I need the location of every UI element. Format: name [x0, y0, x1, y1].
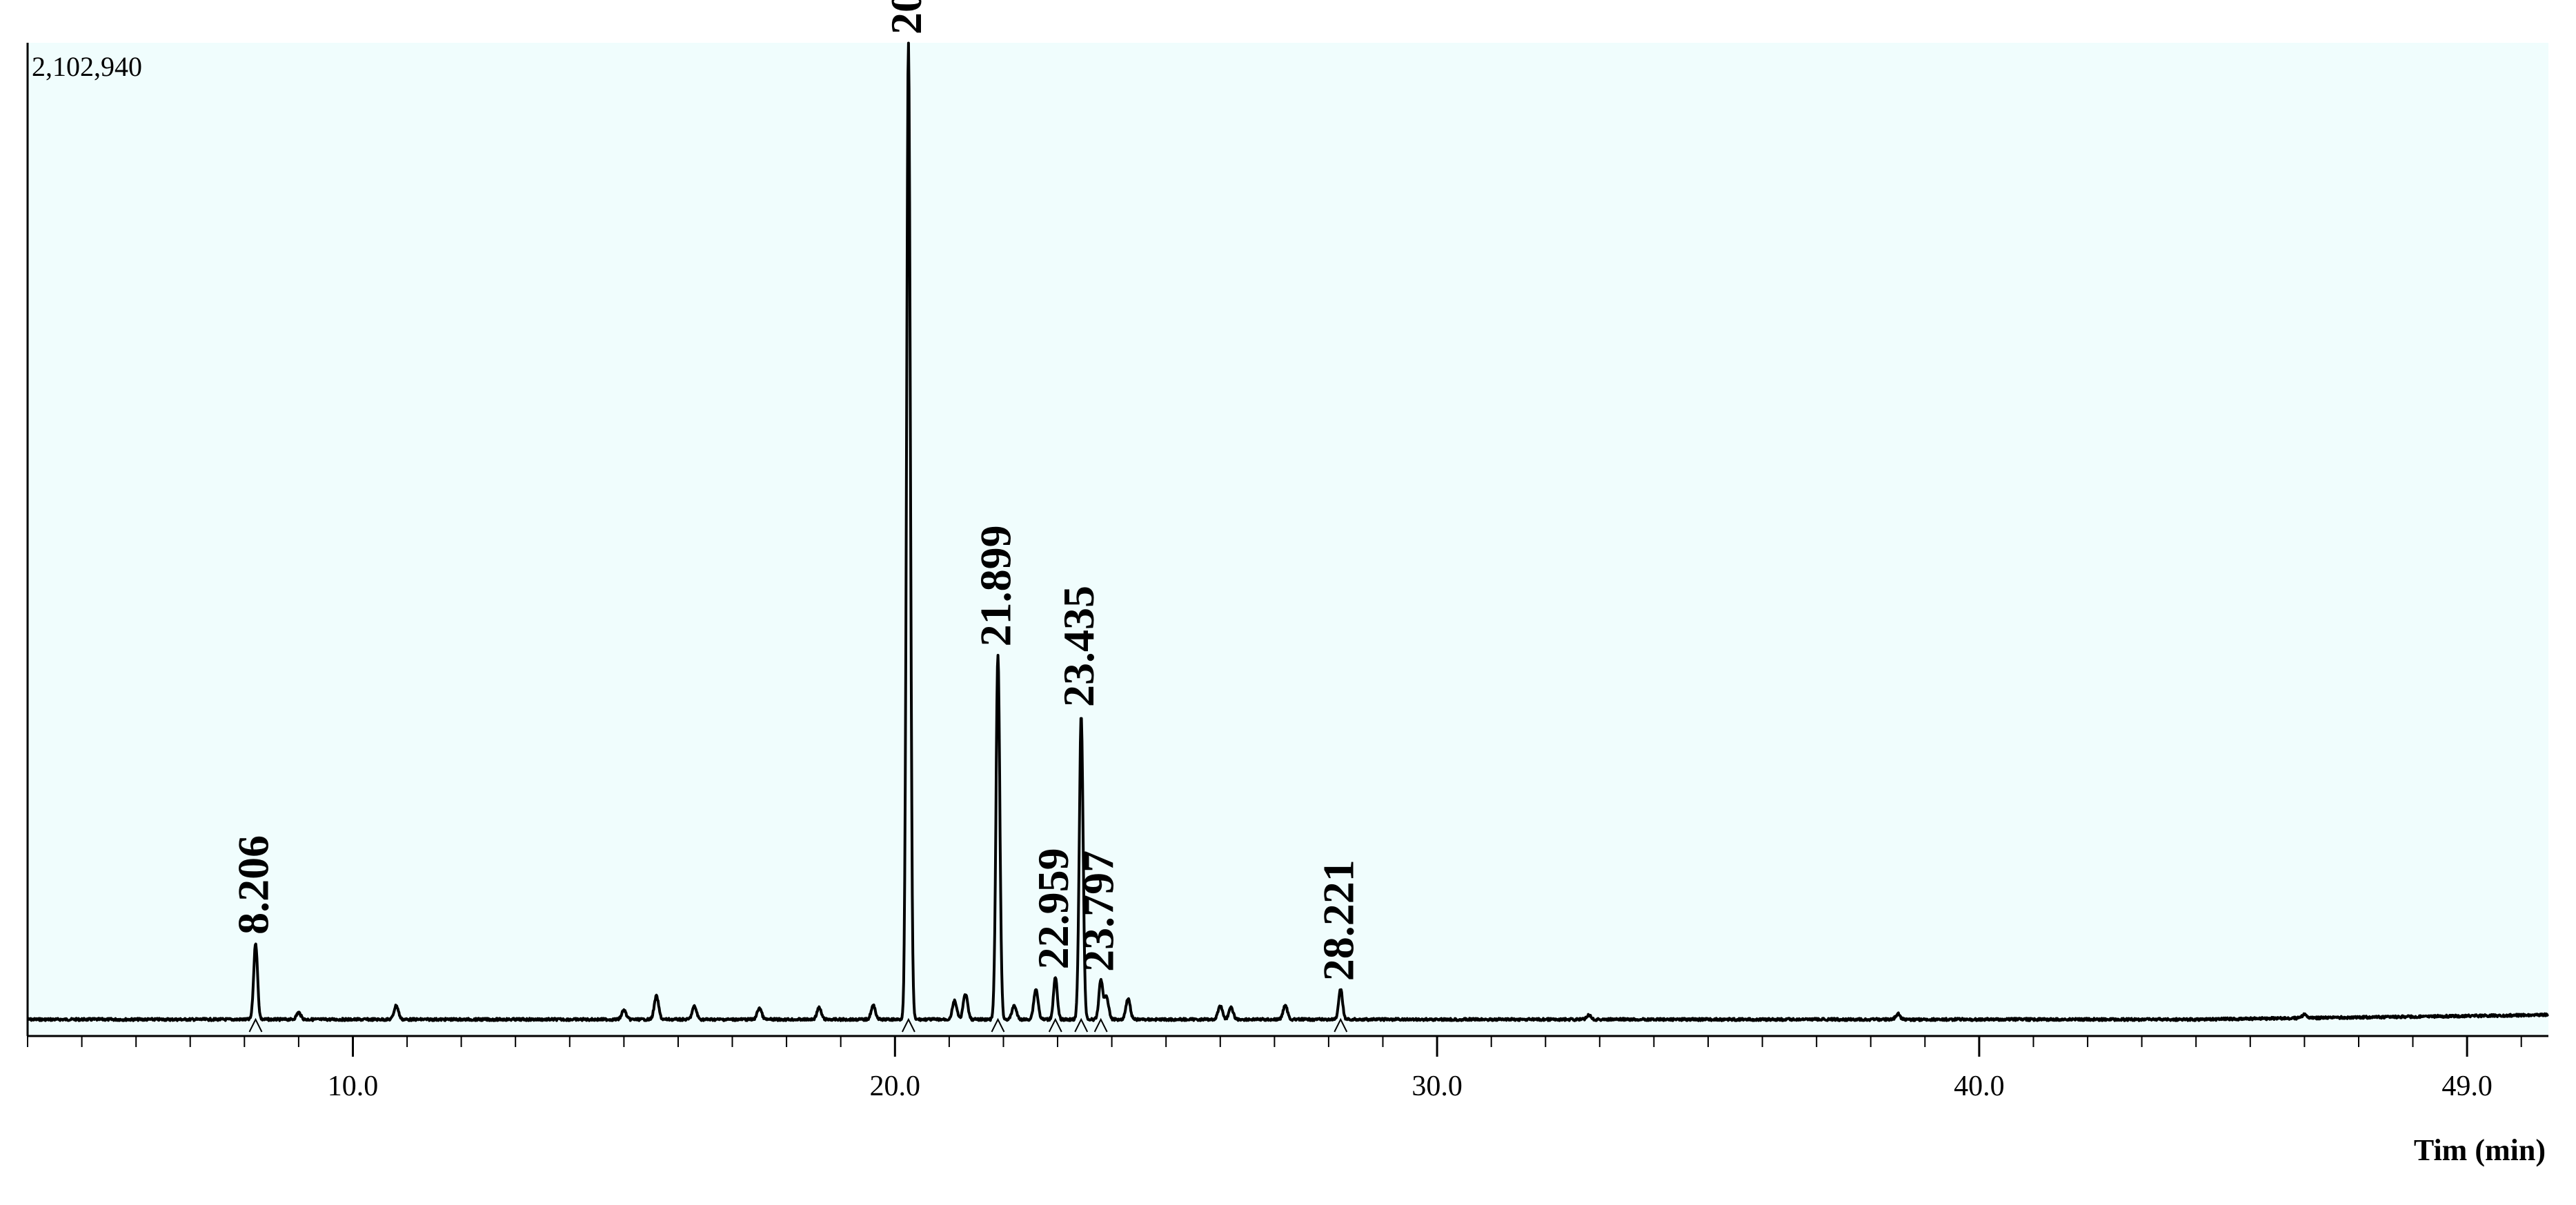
peak-label: 21.899	[971, 525, 1020, 646]
trace-group	[26, 41, 2550, 1022]
peak-integration-marker	[991, 1017, 1005, 1033]
peak-integration-marker	[1093, 1017, 1108, 1033]
peak-label: 8.206	[229, 835, 278, 935]
peak-integration-marker	[1048, 1017, 1062, 1033]
plot-background	[28, 43, 2548, 1036]
peak-integration-marker	[902, 1017, 915, 1033]
peak-label: 22.959	[1029, 848, 1078, 969]
peak-integration-marker	[248, 1017, 263, 1033]
x-tick-label: 10.0	[328, 1070, 379, 1102]
x-tick-label: 49.0	[2441, 1070, 2493, 1102]
x-tick-label: 40.0	[1954, 1070, 2005, 1102]
x-tick-label: 20.0	[870, 1070, 921, 1102]
x-axis: 10.0 20.0 30.0 40.0 49.0	[26, 43, 2548, 1102]
peak-label-group: 8.206 20.249 21.899 22.959 23.435 23.797 28.22…	[229, 0, 1363, 1033]
chromatogram-trace	[26, 41, 2550, 1022]
x-tick-label: 30.0	[1411, 1070, 1463, 1102]
peak-integration-marker	[1074, 1017, 1089, 1033]
peak-label: 23.797	[1074, 850, 1123, 972]
peak-label: 20.249	[882, 0, 931, 34]
peak-label: 23.435	[1054, 586, 1103, 707]
peak-label: 28.221	[1314, 859, 1363, 981]
x-axis-title: Tim (min)	[2414, 1133, 2546, 1167]
peak-integration-marker	[1334, 1017, 1348, 1033]
y-max-label: 2,102,940	[32, 51, 142, 82]
